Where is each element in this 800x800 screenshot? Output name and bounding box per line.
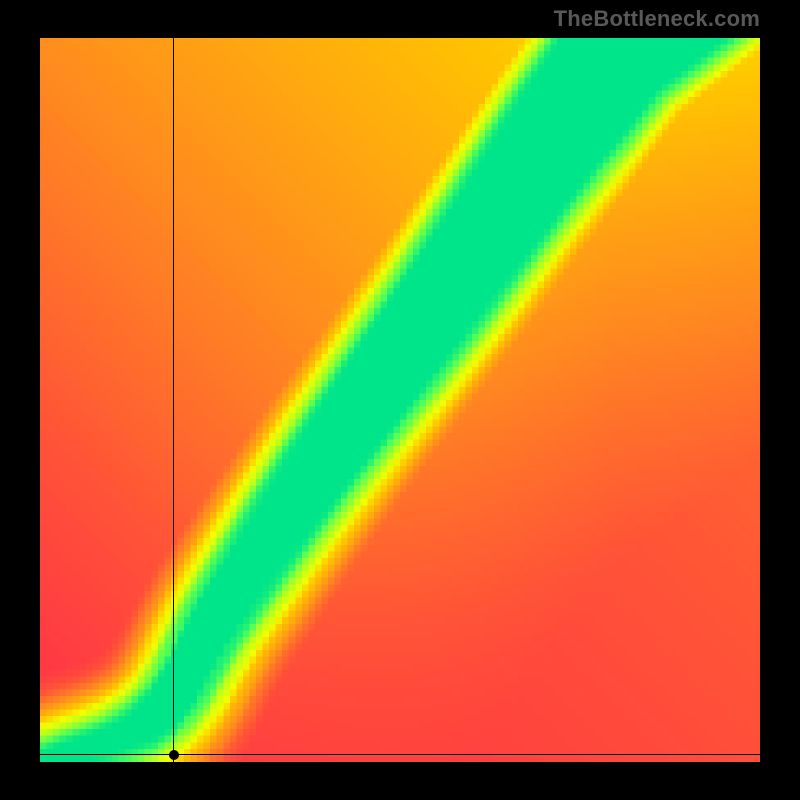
plot-area	[40, 38, 760, 762]
chart-root: TheBottleneck.com	[0, 0, 800, 800]
crosshair-horizontal	[40, 754, 760, 755]
heatmap-canvas	[40, 38, 760, 762]
watermark-text: TheBottleneck.com	[554, 6, 760, 32]
crosshair-vertical	[173, 38, 174, 762]
crosshair-marker	[169, 750, 179, 760]
